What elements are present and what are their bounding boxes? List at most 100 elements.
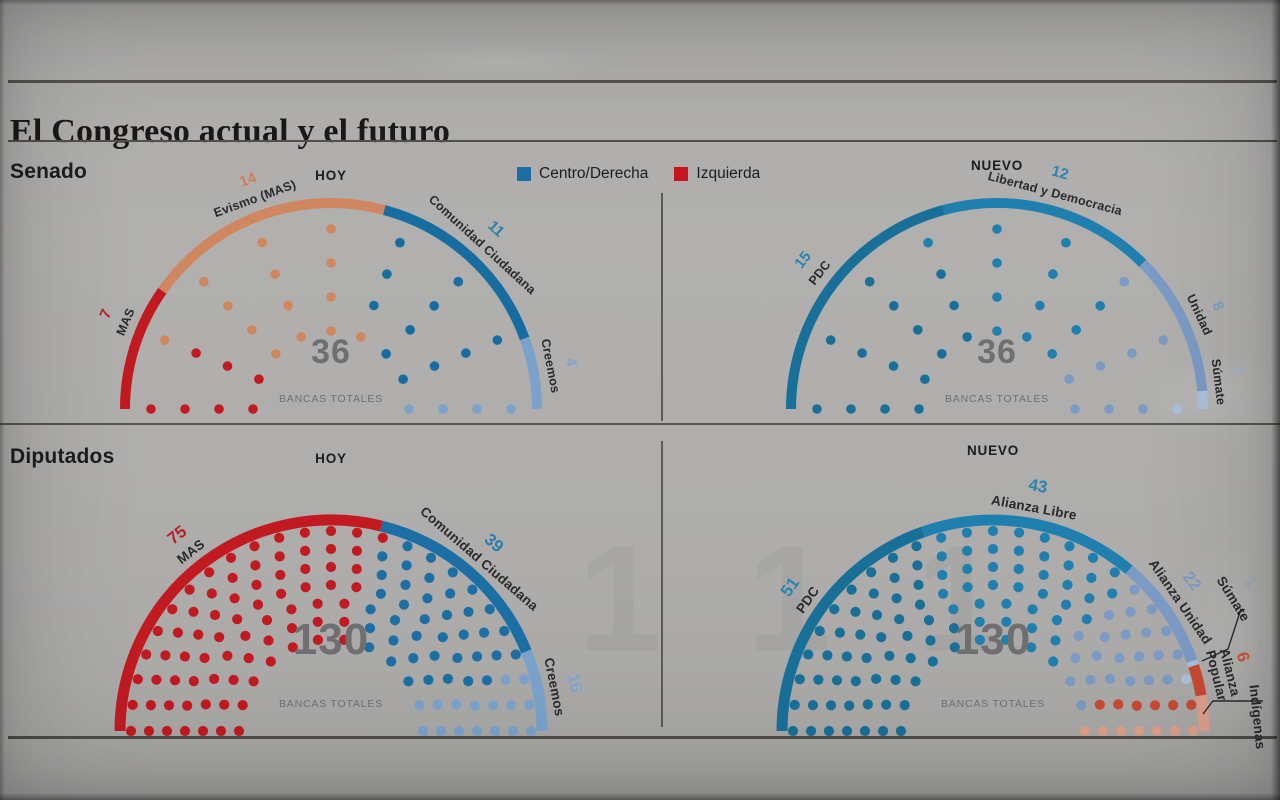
seat-dot (453, 725, 465, 737)
seat-dot (1070, 404, 1080, 414)
seat-dot (377, 532, 388, 543)
seat-dot (962, 563, 973, 575)
seat-dot (962, 582, 973, 593)
seat-dot (974, 634, 986, 646)
seat-dot (1134, 651, 1145, 662)
total-seats-label: BANCAS TOTALES (279, 393, 383, 405)
seat-dot (143, 725, 155, 737)
seat-dot (1048, 656, 1059, 667)
arc-segment (383, 205, 530, 341)
seat-dot (881, 699, 892, 710)
seat-dot (519, 674, 530, 685)
seat-dot (895, 725, 907, 737)
party-seat-count: 16 (564, 672, 587, 695)
arc-segment (1197, 390, 1208, 410)
seat-dot (248, 404, 258, 414)
seat-dot (1115, 725, 1127, 737)
seat-dot (467, 584, 478, 595)
seat-dot (265, 656, 276, 667)
seat-dot (925, 635, 936, 646)
seat-dot (180, 404, 190, 414)
seat-dot (859, 725, 871, 737)
seat-dot (936, 551, 947, 562)
seat-dot (300, 563, 311, 575)
seat-dot (352, 527, 363, 538)
seat-dot (1039, 532, 1050, 543)
total-seats-label: BANCAS TOTALES (279, 698, 383, 710)
legend-label: Izquierda (696, 165, 761, 182)
seat-dot (1133, 725, 1145, 737)
arc-segment (519, 336, 543, 410)
seat-dot (1026, 623, 1038, 634)
seat-dot (472, 404, 482, 414)
seat-dot (441, 609, 453, 621)
seat-dot (1097, 725, 1109, 737)
seat-dot (179, 651, 190, 662)
seat-dot (1013, 545, 1024, 557)
seat-dot (326, 326, 336, 336)
seat-dot (1127, 348, 1137, 358)
seat-dot (287, 642, 298, 653)
party-seat-count: 43 (1026, 475, 1049, 498)
seat-dot (365, 604, 376, 615)
seat-dot (351, 563, 362, 575)
seat-dot (167, 604, 178, 615)
seat-dot (948, 623, 960, 634)
seat-dot (276, 588, 287, 599)
seat-dot (846, 584, 857, 595)
page-title: El Congreso actual y el futuro (10, 112, 451, 150)
seat-dot (398, 599, 410, 610)
seat-dot (424, 572, 435, 584)
seat-dot (1064, 374, 1074, 385)
seat-dot (891, 593, 902, 604)
seat-dot (1094, 699, 1105, 710)
seat-dot (834, 627, 846, 638)
arc-segment (380, 520, 532, 654)
seat-dot (204, 567, 215, 578)
seat-dot (1162, 674, 1173, 685)
seat-dot (889, 572, 900, 584)
seat-dot (219, 699, 230, 710)
seat-dot (398, 374, 408, 385)
seat-dot (1107, 588, 1118, 599)
seat-dot (1095, 301, 1105, 311)
seat-dot (487, 700, 499, 711)
seat-dot (233, 725, 245, 737)
seat-dot (1064, 541, 1075, 552)
seat-dot (325, 543, 337, 555)
seat-dot (445, 588, 456, 599)
seat-dot (949, 300, 959, 311)
seat-dot (936, 269, 946, 279)
legend-item-izquierda: Izquierda (674, 165, 760, 183)
seat-dot (1070, 653, 1081, 664)
column-label-hoy: HOY (315, 168, 347, 183)
seat-dot (432, 699, 443, 710)
seat-dot (899, 700, 910, 711)
seat-dot (1079, 725, 1091, 737)
seat-dot (1125, 676, 1136, 687)
seat-dot (987, 561, 999, 573)
seat-dot (286, 623, 298, 634)
seat-dot (1001, 634, 1012, 646)
seat-dot (499, 625, 510, 637)
seat-dot (369, 300, 379, 311)
seat-dot (339, 634, 350, 646)
seat-dot (1158, 335, 1169, 345)
seat-dot (1060, 599, 1072, 610)
seat-dot (227, 572, 238, 584)
seat-dot (132, 674, 143, 685)
seat-dot (364, 623, 376, 634)
seat-dot (936, 532, 947, 543)
seat-dot (914, 404, 924, 414)
seat-dot (1027, 604, 1038, 615)
seat-dot (814, 625, 825, 637)
seat-dot (1172, 404, 1182, 414)
column-label-hoy: HOY (315, 451, 347, 466)
centro-derecha-swatch-icon (517, 167, 531, 181)
seat-dot (1063, 560, 1074, 571)
seat-dot (263, 635, 274, 646)
seat-dot (188, 676, 199, 687)
legend: Centro/Derecha Izquierda (517, 165, 760, 183)
seat-dot (408, 653, 419, 664)
